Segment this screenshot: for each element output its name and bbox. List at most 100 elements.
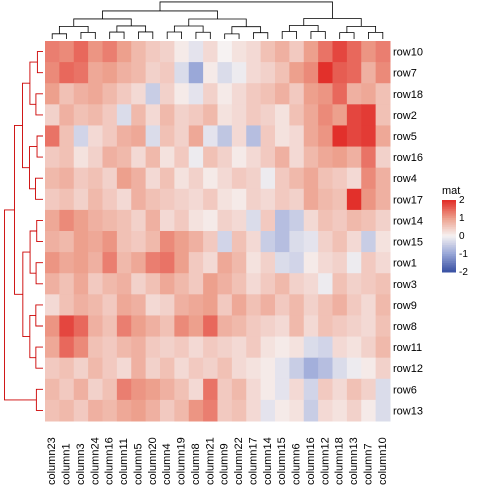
heatmap-cell — [189, 252, 204, 274]
heatmap-cell — [218, 189, 233, 211]
heatmap-cell — [117, 358, 132, 380]
row-label: row17 — [393, 194, 423, 206]
heatmap-cell — [203, 337, 218, 359]
heatmap-cell — [117, 231, 132, 253]
heatmap-cell — [347, 252, 362, 274]
heatmap-cell — [261, 189, 276, 211]
heatmap-cell — [289, 337, 304, 359]
heatmap-cell — [261, 210, 276, 232]
heatmap-cell — [203, 273, 218, 295]
heatmap-cell — [131, 294, 146, 316]
heatmap-cell — [45, 168, 60, 190]
heatmap-cell — [218, 41, 233, 63]
heatmap-cell — [203, 168, 218, 190]
heatmap-cell — [117, 147, 132, 169]
heatmap-cell — [88, 210, 103, 232]
row-label: row6 — [393, 384, 417, 396]
col-label: column14 — [262, 437, 274, 485]
heatmap-cell — [174, 189, 189, 211]
heatmap-cell — [361, 168, 376, 190]
heatmap-cell — [131, 315, 146, 337]
heatmap-cell — [74, 210, 89, 232]
heatmap-cell — [333, 210, 348, 232]
heatmap-cell — [103, 358, 118, 380]
heatmap-cell — [333, 379, 348, 401]
heatmap-cell — [74, 147, 89, 169]
col-label: column20 — [147, 437, 159, 485]
heatmap-cell — [45, 294, 60, 316]
heatmap-cell — [246, 231, 261, 253]
row-label: row15 — [393, 237, 423, 249]
heatmap-cell — [146, 400, 161, 422]
heatmap-cell — [246, 358, 261, 380]
heatmap-cell — [304, 104, 319, 126]
heatmap-cell — [88, 147, 103, 169]
heatmap-cell — [275, 168, 290, 190]
heatmap-cell — [59, 294, 74, 316]
heatmap-cell — [45, 104, 60, 126]
heatmap-cell — [347, 147, 362, 169]
heatmap-cell — [246, 125, 261, 147]
heatmap-cell — [289, 358, 304, 380]
heatmap-cell — [103, 337, 118, 359]
heatmap-cell — [333, 41, 348, 63]
heatmap-cell — [347, 210, 362, 232]
heatmap-cell — [103, 315, 118, 337]
heatmap-cell — [74, 337, 89, 359]
heatmap-cell — [347, 294, 362, 316]
heatmap-cell — [203, 252, 218, 274]
heatmap-cell — [59, 231, 74, 253]
heatmap-cell — [318, 337, 333, 359]
heatmap-cell — [232, 168, 247, 190]
heatmap-cell — [117, 210, 132, 232]
heatmap-cell — [318, 210, 333, 232]
heatmap-cell — [189, 168, 204, 190]
heatmap-cell — [160, 62, 175, 84]
heatmap-cell — [189, 41, 204, 63]
heatmap-cell — [289, 294, 304, 316]
row-dendrogram — [5, 52, 43, 411]
heatmap-cell — [88, 41, 103, 63]
heatmap-cell — [117, 337, 132, 359]
heatmap-cell — [189, 189, 204, 211]
heatmap-cell — [261, 62, 276, 84]
heatmap-cell — [174, 294, 189, 316]
heatmap-cell — [275, 147, 290, 169]
heatmap-cell — [74, 315, 89, 337]
heatmap-cell — [318, 273, 333, 295]
heatmap-cell — [318, 315, 333, 337]
heatmap-cell — [203, 189, 218, 211]
heatmap-cell — [59, 125, 74, 147]
heatmap-cell — [261, 83, 276, 105]
heatmap-cell — [59, 104, 74, 126]
heatmap-cell — [275, 104, 290, 126]
heatmap-cell — [174, 83, 189, 105]
heatmap-cell — [131, 104, 146, 126]
heatmap-cell — [59, 210, 74, 232]
row-label: row14 — [393, 215, 423, 227]
heatmap-cell — [160, 231, 175, 253]
heatmap-cell — [246, 400, 261, 422]
heatmap-cell — [275, 337, 290, 359]
heatmap-cell — [218, 62, 233, 84]
legend-tick: 2 — [459, 195, 465, 206]
col-label: column18 — [334, 437, 346, 485]
heatmap-cell — [203, 379, 218, 401]
heatmap-cell — [275, 315, 290, 337]
col-label: column7 — [362, 443, 374, 485]
heatmap-cell — [88, 125, 103, 147]
heatmap-cell — [59, 252, 74, 274]
heatmap-cell — [275, 41, 290, 63]
heatmap-cell — [45, 252, 60, 274]
heatmap-cell — [103, 379, 118, 401]
heatmap-cell — [88, 400, 103, 422]
heatmap-cell — [218, 252, 233, 274]
heatmap-cell — [189, 231, 204, 253]
heatmap-cell — [232, 337, 247, 359]
heatmap-cell — [218, 400, 233, 422]
col-label: column17 — [247, 437, 259, 485]
heatmap-cell — [246, 337, 261, 359]
heatmap-cell — [146, 104, 161, 126]
row-label: row18 — [393, 89, 423, 101]
heatmap-cell — [74, 273, 89, 295]
